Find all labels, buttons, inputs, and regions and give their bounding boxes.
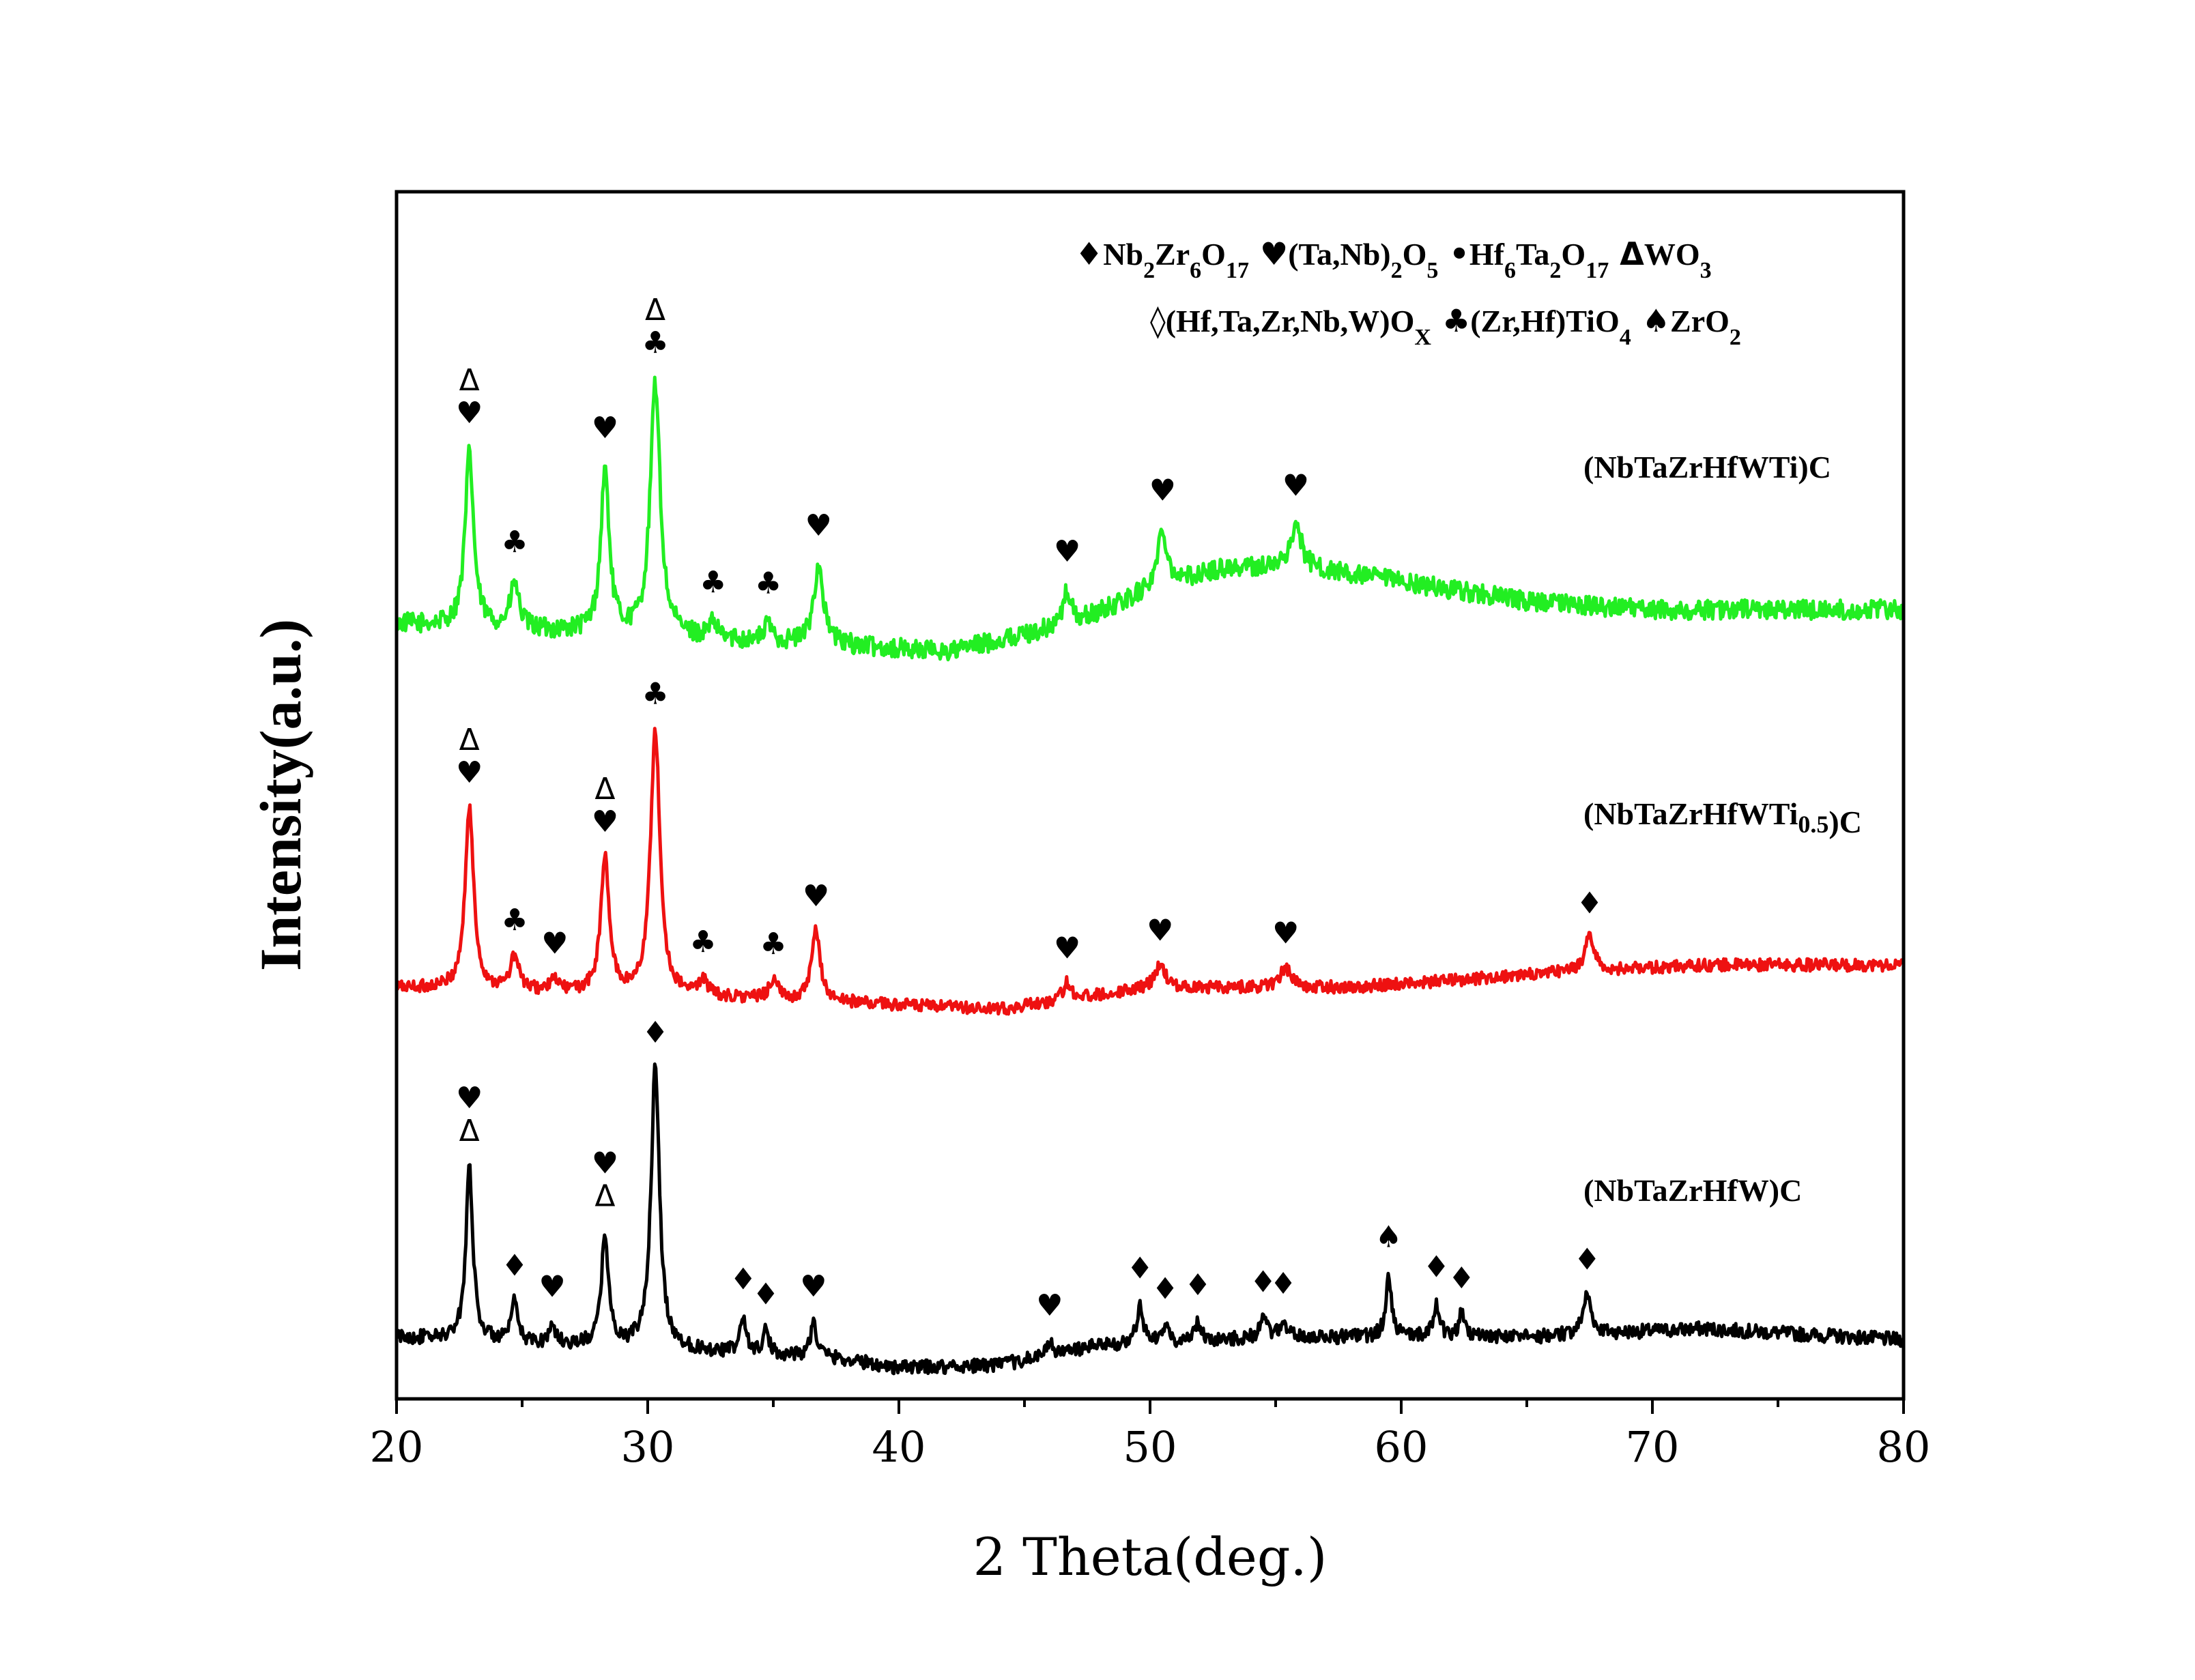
x-tick-label: 30 [621, 1422, 675, 1472]
peak-marker: ♥ [800, 1269, 827, 1304]
peak-marker: ♥ [805, 508, 832, 543]
y-axis-title: Intensity(a.u.) [248, 619, 313, 971]
peak-marker: ♥ [541, 927, 568, 961]
legend-row: ◊(Hf,Ta,Zr,Nb,W)OX ♣(Zr,Hf)TiO4 ♠ZrO2 [1150, 302, 1741, 350]
peak-marker: ♦ [1423, 1250, 1450, 1285]
series-line [394, 1062, 1906, 1376]
peak-marker: ♣ [501, 903, 528, 938]
x-axis-title: 2 Theta(deg.) [973, 1526, 1328, 1587]
x-axis-ticks: 20 30 40 50 60 70 80 [370, 1399, 1931, 1472]
series-layer [394, 375, 1906, 1376]
peak-marker: ♦ [730, 1262, 756, 1297]
peak-marker: ♦ [1269, 1266, 1296, 1301]
series-label: (NbTaZrHfW)C [1583, 1173, 1802, 1208]
x-tick-label: 40 [872, 1422, 926, 1472]
peak-marker: ♦ [1151, 1272, 1178, 1307]
peak-marker: ♥ [1054, 534, 1080, 569]
peak-marker: Δ [459, 1114, 480, 1148]
series-line [394, 727, 1905, 1016]
peak-marker: ♥ [456, 396, 483, 431]
peak-marker: ♠ [1375, 1219, 1402, 1254]
peak-marker: ♦ [1574, 1242, 1601, 1277]
peak-marker: ♣ [501, 525, 528, 560]
marker-layer: ♥Δ♣♥♣Δ♣ ♣♥♥♥ ♥♥Δ♣♥♥Δ♣♣ ♣♥♥♥ ♥♦Δ♥♦♥Δ♥♦♦♦ ♥♥♦♦ ♦… [456, 293, 1603, 1323]
x-tick-label: 80 [1877, 1422, 1931, 1472]
peak-marker: ♥ [1272, 916, 1299, 951]
series-line [394, 375, 1906, 662]
peak-marker: ♥ [1147, 913, 1173, 948]
peak-marker: ♥ [592, 805, 618, 839]
peak-marker: Δ [459, 723, 480, 757]
x-tick-label: 50 [1123, 1422, 1177, 1472]
peak-marker: ♥ [1036, 1288, 1063, 1323]
peak-marker: ♥ [456, 1081, 483, 1116]
x-tick-label: 20 [370, 1422, 424, 1472]
peak-marker: ♥ [1149, 473, 1176, 508]
peak-marker: ♦ [1184, 1268, 1211, 1303]
peak-marker: ♥ [592, 1146, 618, 1181]
series-label: (NbTaZrHfWTi)C [1583, 450, 1831, 484]
peak-marker: ♦ [642, 1015, 668, 1050]
peak-marker: ♦ [1250, 1264, 1276, 1299]
peak-marker: ♥ [1282, 469, 1309, 504]
peak-marker: ♣ [700, 565, 726, 600]
peak-marker: Δ [459, 363, 480, 398]
legend-row: ♦Nb2Zr6O17 ♥(Ta,Nb)2O5 •Hf6Ta2O17 ΔWO3 [1075, 235, 1712, 283]
legend: ♦Nb2Zr6O17 ♥(Ta,Nb)2O5 •Hf6Ta2O17 ΔWO3 ◊(… [1075, 235, 1741, 350]
plot-frame [394, 190, 1906, 1401]
peak-marker: ♦ [501, 1248, 528, 1283]
peak-marker: ♦ [1127, 1251, 1153, 1286]
x-tick-label: 70 [1626, 1422, 1680, 1472]
x-tick-label: 60 [1375, 1422, 1429, 1472]
peak-marker: ♣ [760, 927, 786, 961]
peak-marker: Δ [645, 293, 665, 328]
peak-marker: ♦ [1576, 886, 1603, 921]
peak-marker: ♦ [752, 1277, 779, 1312]
peak-marker: ♣ [642, 677, 668, 712]
series-label: (NbTaZrHfWTi0.5)C [1583, 796, 1862, 839]
sample-labels: (NbTaZrHfWTi)C (NbTaZrHfWTi0.5)C (NbTaZrHf… [1583, 450, 1862, 1208]
peak-marker: Δ [594, 772, 615, 807]
peak-marker: ♣ [755, 566, 781, 601]
peak-marker: ♥ [803, 879, 829, 914]
peak-marker: Δ [594, 1178, 615, 1213]
peak-marker: ♣ [689, 925, 716, 959]
peak-marker: ♥ [1054, 931, 1080, 966]
peak-marker: ♥ [456, 755, 483, 790]
peak-marker: ♣ [642, 325, 668, 360]
peak-marker: ♥ [592, 411, 618, 446]
peak-marker: ♦ [1448, 1261, 1475, 1296]
peak-marker: ♥ [539, 1270, 565, 1305]
